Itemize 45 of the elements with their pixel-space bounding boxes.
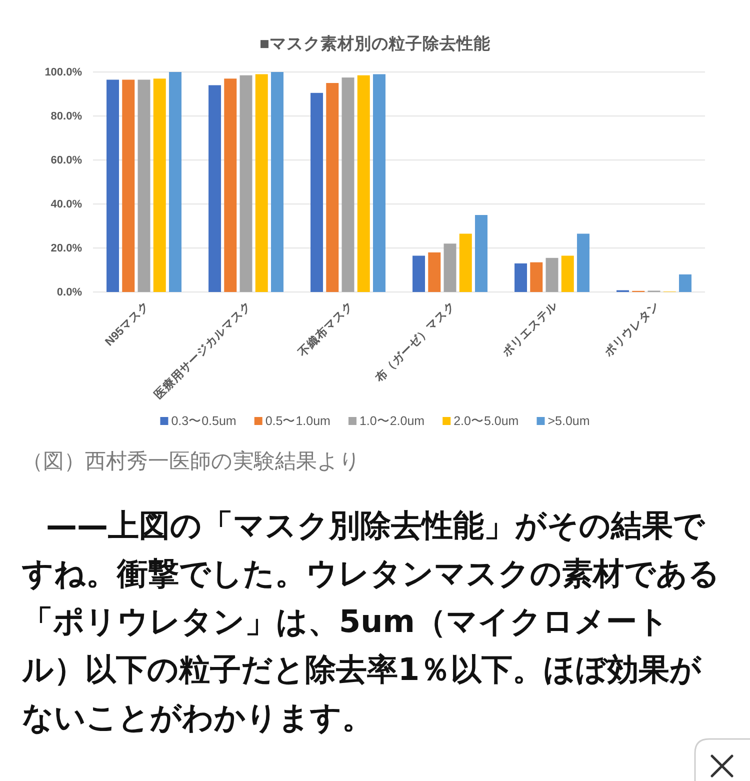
bar xyxy=(459,234,472,292)
bar xyxy=(412,256,426,292)
bar xyxy=(122,80,135,292)
y-tick-label: 100.0% xyxy=(44,66,82,79)
y-tick-label: 40.0% xyxy=(50,198,82,211)
bar xyxy=(326,83,339,292)
bar xyxy=(678,274,692,292)
y-tick-label: 0.0% xyxy=(56,286,82,299)
bar xyxy=(530,262,543,292)
chart-title: ■マスク素材別の粒子除去性能 xyxy=(260,34,490,53)
legend-label: 1.0〜2.0um xyxy=(359,414,425,428)
bar xyxy=(153,78,166,292)
bar xyxy=(138,80,150,292)
legend-label: 0.3〜0.5um xyxy=(171,414,236,428)
x-tick-label: ポリエステル xyxy=(499,298,561,360)
bar xyxy=(270,72,284,292)
x-tick-label: 不織布マスク xyxy=(294,298,356,360)
x-tick-label: 布（ガーゼ）マスク xyxy=(372,299,458,386)
y-tick-label: 20.0% xyxy=(50,242,82,255)
bar xyxy=(546,258,558,292)
legend-label: >5.0um xyxy=(548,414,590,428)
bar xyxy=(224,78,237,292)
bar xyxy=(357,75,370,292)
x-tick-label: 医療用サージカルマスク xyxy=(151,298,254,402)
bar xyxy=(208,85,222,292)
bar xyxy=(255,74,268,292)
text: ——上図の「マスク別除去性能」がその結果ですね。衝撃でした。ウレタンマスクの素材である「ポリウレタン」は、5um（マイクロメートル）以下の粒子だと除去率1％以下。ほぼ効果がないことがわかります。 xyxy=(22,507,721,738)
bar xyxy=(372,74,386,292)
bar xyxy=(514,263,528,292)
bar xyxy=(474,215,488,292)
y-tick-label: 80.0% xyxy=(50,110,82,123)
bar xyxy=(342,78,354,292)
bar xyxy=(240,75,252,292)
bar xyxy=(428,252,441,292)
y-tick-label: 60.0% xyxy=(50,154,82,167)
bar xyxy=(561,256,574,292)
bar xyxy=(106,80,120,292)
bar xyxy=(576,234,590,292)
text: （図）西村秀一医師の実験結果より xyxy=(22,448,361,475)
bar xyxy=(310,92,324,292)
legend-label: 2.0〜5.0um xyxy=(454,414,519,428)
x-tick-label: ポリウレタン xyxy=(601,299,662,360)
legend-label: 0.5〜1.0um xyxy=(265,414,330,428)
bar xyxy=(168,72,182,292)
bar xyxy=(444,244,456,292)
